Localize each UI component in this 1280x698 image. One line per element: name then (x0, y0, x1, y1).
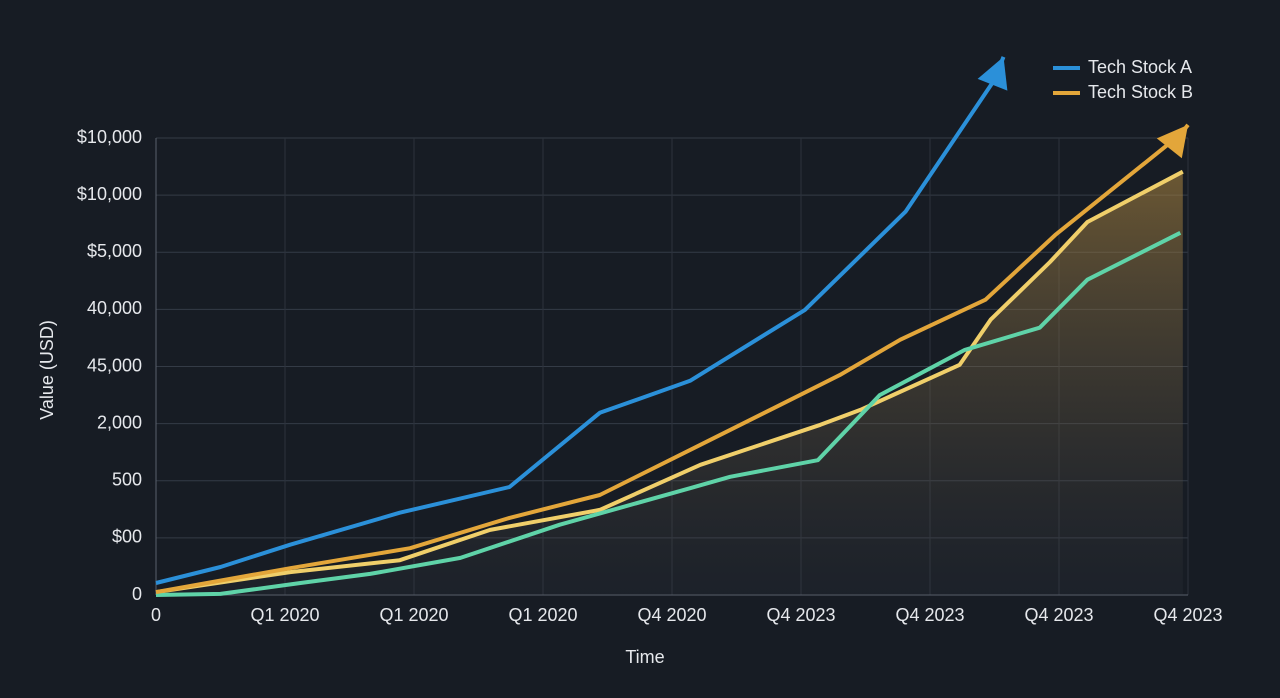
x-axis-label: Time (625, 647, 664, 667)
x-tick-label: Q4 2023 (895, 605, 964, 625)
series-line (155, 56, 1006, 585)
y-tick-label: 0 (132, 584, 142, 604)
y-tick-label: 45,000 (87, 355, 142, 375)
y-tick-label: $10,000 (77, 127, 142, 147)
y-tick-label: 2,000 (97, 412, 142, 432)
x-tick-label: Q1 2020 (379, 605, 448, 625)
x-tick-label: Q4 2020 (637, 605, 706, 625)
y-tick-label: 500 (112, 470, 142, 490)
y-tick-label: $00 (112, 527, 142, 547)
x-tick-label: Q4 2023 (1024, 605, 1093, 625)
arrowhead (1156, 124, 1188, 159)
area (156, 171, 1183, 595)
x-tick-label: Q1 2020 (250, 605, 319, 625)
arrowhead (977, 56, 1008, 91)
series-line (155, 123, 1190, 595)
legend-label: Tech Stock A (1088, 57, 1192, 77)
y-tick-label: $5,000 (87, 241, 142, 261)
legend-label: Tech Stock B (1088, 82, 1193, 102)
x-tick-label: Q4 2023 (1153, 605, 1222, 625)
y-tick-label: $10,000 (77, 184, 142, 204)
y-axis-label: Value (USD) (37, 320, 57, 420)
x-tick-label: Q1 2020 (508, 605, 577, 625)
x-tick-label: 0 (151, 605, 161, 625)
series-line (155, 231, 1182, 597)
y-tick-label: 40,000 (87, 298, 142, 318)
series-line (155, 169, 1184, 595)
x-tick-label: Q4 2023 (766, 605, 835, 625)
